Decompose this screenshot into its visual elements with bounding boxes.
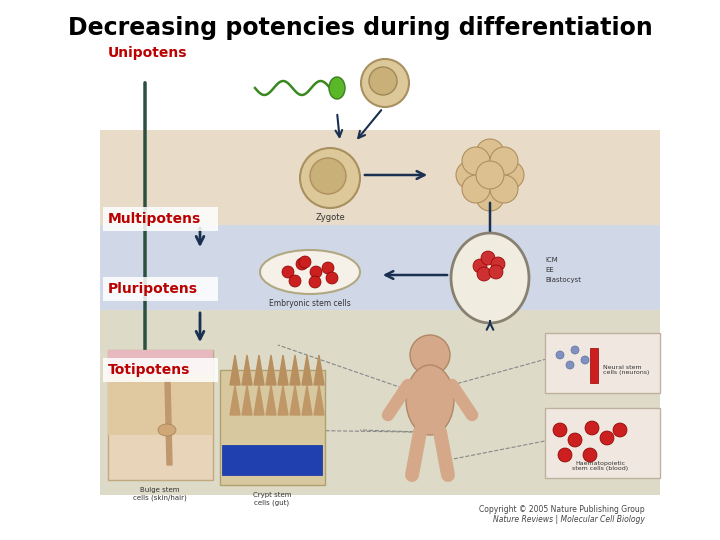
Bar — [222, 445, 322, 475]
Bar — [220, 370, 325, 485]
Polygon shape — [314, 355, 324, 385]
Circle shape — [571, 346, 579, 354]
Circle shape — [476, 183, 504, 211]
Text: Zygote: Zygote — [315, 213, 345, 222]
Circle shape — [558, 448, 572, 462]
Circle shape — [566, 361, 574, 369]
Bar — [590, 348, 598, 383]
Text: Neural stem
cells (neurons): Neural stem cells (neurons) — [603, 364, 649, 375]
Text: Blastocyst: Blastocyst — [545, 277, 581, 283]
Circle shape — [456, 161, 484, 189]
Bar — [108, 375, 213, 435]
Polygon shape — [290, 355, 300, 385]
Circle shape — [600, 431, 614, 445]
Circle shape — [462, 147, 490, 175]
Polygon shape — [278, 385, 288, 415]
FancyBboxPatch shape — [103, 277, 218, 301]
Circle shape — [553, 423, 567, 437]
Circle shape — [481, 251, 495, 265]
Text: Totipotens: Totipotens — [108, 363, 190, 377]
Circle shape — [490, 175, 518, 203]
Circle shape — [309, 276, 321, 288]
Ellipse shape — [406, 365, 454, 435]
Circle shape — [410, 335, 450, 375]
Text: Haematopoietic
stem cells (blood): Haematopoietic stem cells (blood) — [572, 461, 628, 471]
Bar — [100, 130, 660, 225]
Bar — [100, 310, 660, 495]
Bar — [545, 333, 660, 393]
Polygon shape — [278, 355, 288, 385]
Polygon shape — [266, 385, 276, 415]
Circle shape — [613, 423, 627, 437]
Text: Crypt stem: Crypt stem — [253, 492, 292, 498]
Circle shape — [585, 421, 599, 435]
FancyBboxPatch shape — [103, 358, 218, 382]
Circle shape — [581, 356, 589, 364]
Text: Multipotens: Multipotens — [108, 212, 202, 226]
Text: Unipotens: Unipotens — [108, 46, 187, 60]
Circle shape — [289, 275, 301, 287]
Circle shape — [300, 148, 360, 208]
Circle shape — [326, 272, 338, 284]
Circle shape — [299, 256, 311, 268]
Circle shape — [476, 139, 504, 167]
Circle shape — [568, 433, 582, 447]
Bar — [545, 408, 660, 478]
Bar — [108, 350, 213, 375]
Polygon shape — [230, 355, 240, 385]
Polygon shape — [242, 385, 252, 415]
Circle shape — [489, 265, 503, 279]
Polygon shape — [290, 385, 300, 415]
Circle shape — [296, 258, 308, 270]
Text: Copyright © 2005 Nature Publishing Group: Copyright © 2005 Nature Publishing Group — [480, 505, 645, 515]
Polygon shape — [302, 355, 312, 385]
Circle shape — [282, 266, 294, 278]
Circle shape — [462, 175, 490, 203]
Circle shape — [583, 448, 597, 462]
Text: Embryonic stem cells: Embryonic stem cells — [269, 299, 351, 307]
Circle shape — [322, 262, 334, 274]
Text: EE: EE — [545, 267, 554, 273]
Circle shape — [310, 266, 322, 278]
Circle shape — [556, 351, 564, 359]
FancyBboxPatch shape — [103, 207, 218, 231]
Text: cells (skin/hair): cells (skin/hair) — [133, 495, 187, 501]
Ellipse shape — [451, 233, 529, 323]
Text: cells (gut): cells (gut) — [254, 500, 289, 507]
Bar — [108, 350, 213, 480]
Circle shape — [490, 147, 518, 175]
Polygon shape — [302, 385, 312, 415]
Bar — [100, 225, 660, 310]
Text: Decreasing potencies during differentiation: Decreasing potencies during differentiat… — [68, 16, 652, 40]
FancyBboxPatch shape — [103, 41, 218, 65]
Ellipse shape — [329, 77, 345, 99]
Ellipse shape — [260, 250, 360, 294]
Circle shape — [491, 257, 505, 271]
Circle shape — [477, 267, 491, 281]
Circle shape — [473, 259, 487, 273]
Polygon shape — [230, 385, 240, 415]
Polygon shape — [266, 355, 276, 385]
Text: Bulge stem: Bulge stem — [140, 487, 180, 493]
Ellipse shape — [158, 424, 176, 436]
Text: Pluripotens: Pluripotens — [108, 282, 198, 296]
Polygon shape — [165, 380, 172, 465]
Circle shape — [361, 59, 409, 107]
Circle shape — [310, 158, 346, 194]
Polygon shape — [254, 355, 264, 385]
Text: Nature Reviews | Molecular Cell Biology: Nature Reviews | Molecular Cell Biology — [493, 515, 645, 523]
Polygon shape — [254, 385, 264, 415]
Circle shape — [496, 161, 524, 189]
Circle shape — [476, 161, 504, 189]
Polygon shape — [314, 385, 324, 415]
Text: ICM: ICM — [545, 257, 558, 263]
Polygon shape — [242, 355, 252, 385]
Circle shape — [369, 67, 397, 95]
